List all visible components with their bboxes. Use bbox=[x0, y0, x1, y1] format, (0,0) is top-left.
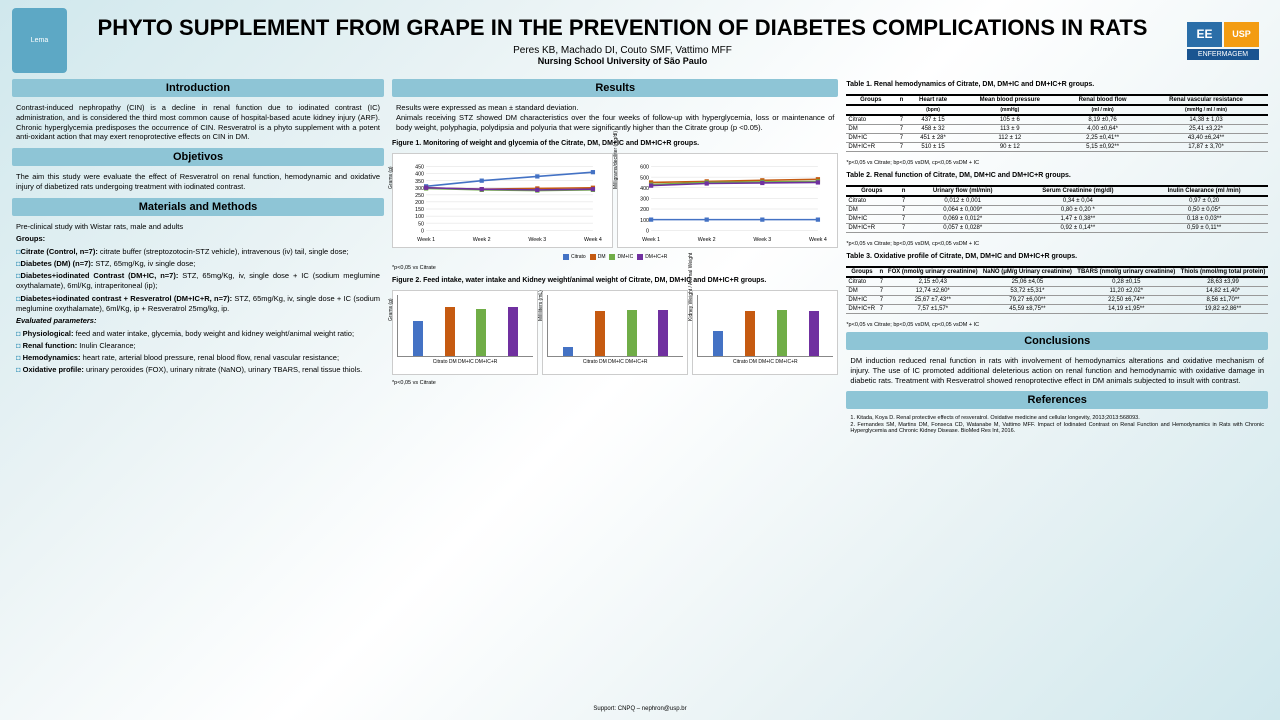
poster-title: PHYTO SUPPLEMENT FROM GRAPE IN THE PREVE… bbox=[82, 15, 1163, 41]
svg-text:100: 100 bbox=[415, 214, 424, 220]
svg-text:500: 500 bbox=[640, 176, 649, 182]
logo-usp-block: EE USP ENFERMAGEM bbox=[1178, 13, 1268, 68]
chart-ylabel: Grams (g) bbox=[388, 298, 394, 321]
poster-header: Lema PHYTO SUPPLEMENT FROM GRAPE IN THE … bbox=[12, 8, 1268, 73]
chart-ylabel: Grams (g) bbox=[388, 166, 394, 189]
footer-support: Support: CNPQ – nephron@usp.br bbox=[12, 706, 1268, 712]
logo-ee: EE bbox=[1187, 22, 1222, 47]
groups-heading: Groups: bbox=[16, 234, 45, 243]
conclusions-body: DM induction reduced renal function in r… bbox=[846, 354, 1268, 387]
svg-text:0: 0 bbox=[646, 229, 649, 235]
results-header: Results bbox=[392, 79, 838, 97]
fig1-weight-chart: Grams (g) 050100150200250300350400450Wee… bbox=[392, 153, 613, 248]
eval-list: ◘ Physiological: feed and water intake, … bbox=[16, 329, 380, 376]
logo-lema: Lema bbox=[12, 8, 67, 73]
svg-text:0: 0 bbox=[421, 229, 424, 235]
svg-text:Week 1: Week 1 bbox=[642, 237, 660, 243]
conclusions-header: Conclusions bbox=[846, 332, 1268, 350]
chart-ylabel: Milligrams/deciliter (mg/dl) bbox=[613, 131, 619, 189]
svg-text:Week 2: Week 2 bbox=[473, 237, 491, 243]
svg-text:100: 100 bbox=[640, 218, 649, 224]
chart-ylabel: Kidney Weight / Animal Weight bbox=[688, 253, 694, 321]
fig2-feed-chart: Grams (g) Citrato DM DM+IC DM+IC+R bbox=[392, 290, 538, 375]
svg-text:150: 150 bbox=[415, 207, 424, 213]
logo-usp: USP bbox=[1224, 22, 1259, 47]
references-body: 1. Kitada, Koya D. Renal protective effe… bbox=[846, 413, 1268, 437]
fig1-footnote: *p<0,05 vs Citrate bbox=[392, 265, 838, 271]
svg-text:200: 200 bbox=[640, 207, 649, 213]
svg-text:350: 350 bbox=[415, 179, 424, 185]
objectives-body: The aim this study were evaluate the eff… bbox=[12, 170, 384, 194]
svg-text:Week 3: Week 3 bbox=[754, 237, 772, 243]
logo-enfermagem: ENFERMAGEM bbox=[1187, 49, 1259, 60]
fig1-glycemia-chart: Milligrams/deciliter (mg/dl) 01002003004… bbox=[617, 153, 838, 248]
svg-text:Week 3: Week 3 bbox=[528, 237, 546, 243]
fig2-water-chart: Milliliters (mL) Citrato DM DM+IC DM+IC+… bbox=[542, 290, 688, 375]
table3: GroupsnFOX (nmol/g urinary creatinine)Na… bbox=[846, 266, 1268, 314]
results-intro: Results were expressed as mean ± standar… bbox=[392, 101, 838, 134]
groups-list: ◘Citrate (Control, n=7): citrate buffer … bbox=[16, 247, 380, 314]
fig1-legend: CitratoDMDM+ICDM+IC+R bbox=[392, 254, 838, 260]
svg-text:Week 1: Week 1 bbox=[417, 237, 435, 243]
chart-ylabel: Milliliters (mL) bbox=[538, 290, 544, 321]
eval-heading: Evaluated parameters: bbox=[16, 316, 96, 325]
intro-header: Introduction bbox=[12, 79, 384, 97]
svg-text:300: 300 bbox=[415, 186, 424, 192]
fig2-caption: Figure 2. Feed intake, water intake and … bbox=[392, 277, 838, 284]
intro-body: Contrast-induced nephropathy (CIN) is a … bbox=[12, 101, 384, 144]
line-chart-glycemia: 0 100 200 300 400 500 600 Week 1 Week 2 Week 3 Wee… bbox=[622, 158, 833, 243]
svg-text:400: 400 bbox=[415, 172, 424, 178]
references-header: References bbox=[846, 391, 1268, 409]
objectives-header: Objetivos bbox=[12, 148, 384, 166]
svg-text:250: 250 bbox=[415, 193, 424, 199]
authors: Peres KB, Machado DI, Couto SMF, Vattimo… bbox=[82, 45, 1163, 56]
affiliation: Nursing School University of São Paulo bbox=[82, 56, 1163, 66]
svg-text:450: 450 bbox=[415, 165, 424, 171]
methods-header: Materials and Methods bbox=[12, 198, 384, 216]
line-chart-weight: 050 100150200250300350400450 Week 1 Week 2 W… bbox=[397, 158, 608, 243]
svg-text:200: 200 bbox=[415, 200, 424, 206]
table1-caption: Table 1. Renal hemodynamics of Citrate, … bbox=[846, 81, 1268, 88]
svg-text:Week 4: Week 4 bbox=[584, 237, 602, 243]
methods-body: Pre-clinical study with Wistar rats, mal… bbox=[12, 220, 384, 380]
svg-text:Week 4: Week 4 bbox=[809, 237, 827, 243]
table3-footnote: *p<0,05 vs Citrate; bp<0,05 vsDM, cp<0,0… bbox=[846, 322, 1268, 328]
fig2-kidney-chart: Kidney Weight / Animal Weight Citrato DM… bbox=[692, 290, 838, 375]
table1: GroupsnHeart rateMean blood pressureRena… bbox=[846, 94, 1268, 152]
table2-caption: Table 2. Renal function of Citrate, DM, … bbox=[846, 172, 1268, 179]
svg-text:Week 2: Week 2 bbox=[698, 237, 716, 243]
svg-text:300: 300 bbox=[640, 197, 649, 203]
svg-text:600: 600 bbox=[640, 165, 649, 171]
table1-footnote: *p<0,05 vs Citrate; bp<0,05 vsDM, cp<0,0… bbox=[846, 160, 1268, 166]
fig2-footnote: *p<0,05 vs Citrate bbox=[392, 380, 838, 386]
fig2-charts: Grams (g) Citrato DM DM+IC DM+IC+R Milli… bbox=[392, 290, 838, 375]
table2-footnote: *p<0,05 vs Citrate; bp<0,05 vsDM, cp<0,0… bbox=[846, 241, 1268, 247]
table2: GroupsnUrinary flow (ml/min)Serum Creati… bbox=[846, 185, 1268, 233]
svg-text:400: 400 bbox=[640, 186, 649, 192]
table3-caption: Table 3. Oxidative profile of Citrate, D… bbox=[846, 253, 1268, 260]
methods-intro: Pre-clinical study with Wistar rats, mal… bbox=[16, 222, 380, 232]
fig1-charts: Grams (g) 050100150200250300350400450Wee… bbox=[392, 153, 838, 248]
svg-text:50: 50 bbox=[418, 222, 424, 228]
